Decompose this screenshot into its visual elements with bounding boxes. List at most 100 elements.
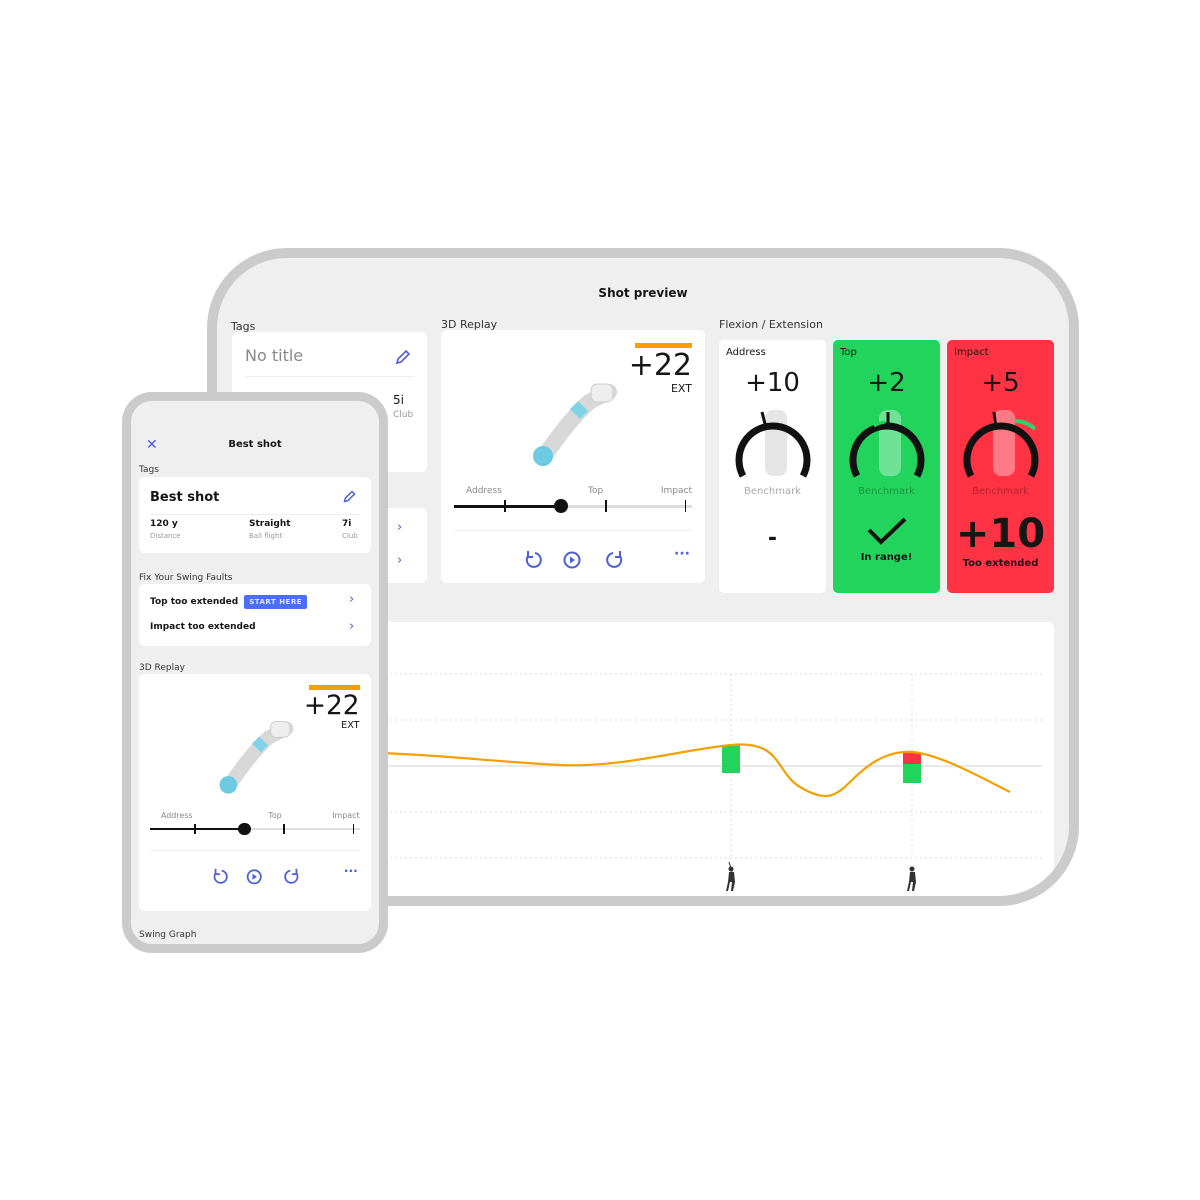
- forward-icon[interactable]: [606, 551, 623, 568]
- marker-label: Top: [268, 811, 282, 821]
- pencil-icon[interactable]: [342, 489, 357, 504]
- pencil-icon[interactable]: [394, 348, 412, 366]
- phase-label: Top: [840, 347, 857, 358]
- page-title: Shot preview: [598, 286, 688, 300]
- chevron-right-icon[interactable]: ›: [349, 619, 355, 634]
- phase-label: Impact: [954, 347, 989, 358]
- chevron-right-icon[interactable]: ›: [397, 553, 403, 568]
- stat-label: Club: [342, 532, 358, 540]
- phone-title: Best shot: [228, 439, 282, 450]
- scrubber-handle[interactable]: [238, 822, 251, 836]
- flexion-card-top[interactable]: Top +2 Benchmark In range!: [833, 340, 940, 593]
- timeline-progress: [150, 827, 245, 831]
- phase-value: +10: [745, 368, 800, 398]
- marker-label: Impact: [332, 811, 360, 821]
- swing-graph-card: [379, 622, 1054, 896]
- swing-curve: [379, 743, 1011, 798]
- phone-frame: ✕ Best shot Tags Best shot 120 y Distanc…: [122, 392, 388, 953]
- stat-label: Ball flight: [249, 532, 283, 540]
- replay-card: +22 EXT ··· Address Top Impact: [441, 330, 705, 583]
- faults-card: Top too extended START HERE › Impact too …: [139, 584, 371, 646]
- value-bar: [635, 343, 692, 348]
- tags-label: Tags: [139, 465, 159, 475]
- timeline-progress: [454, 505, 561, 508]
- faults-label: Fix Your Swing Faults: [139, 573, 233, 583]
- replay-label: 3D Replay: [441, 318, 498, 331]
- top-range-bar: [722, 745, 740, 773]
- more-icon[interactable]: ···: [343, 864, 358, 879]
- timeline-scrubber[interactable]: Address Top Impact: [150, 811, 360, 837]
- impact-over-bar: [903, 752, 921, 764]
- stat: Straight Ball flight: [249, 519, 291, 540]
- shot-title[interactable]: No title: [245, 346, 304, 365]
- check-icon: [867, 517, 907, 545]
- timeline-scrubber[interactable]: Address Top Impact: [454, 486, 692, 516]
- golfer-icon: [726, 861, 735, 891]
- divider: [454, 530, 692, 531]
- stat-value: Straight: [249, 519, 291, 529]
- benchmark-marker: [992, 411, 998, 429]
- rewind-icon[interactable]: [213, 868, 228, 884]
- playback-controls: [213, 868, 299, 884]
- start-here-badge[interactable]: START HERE: [244, 595, 308, 609]
- tags-card: Best shot 120 y Distance Straight Ball f…: [139, 477, 371, 553]
- result-label: Too extended: [962, 558, 1039, 569]
- benchmark-label: Benchmark: [858, 486, 915, 497]
- rewind-icon[interactable]: [525, 551, 542, 568]
- more-icon[interactable]: ···: [674, 546, 690, 562]
- stat: 7i Club: [342, 519, 358, 540]
- flexion-card-impact[interactable]: Impact +5 Benchmark +10 Too extended: [947, 340, 1054, 593]
- play-icon[interactable]: [246, 868, 262, 884]
- club-label: Club: [393, 410, 414, 420]
- fault-label: Top too extended: [150, 597, 239, 607]
- club-value: 5i: [393, 393, 404, 407]
- swing-graph-label: Swing Graph: [139, 930, 197, 940]
- phase-value: +5: [981, 368, 1020, 398]
- stat: 120 y Distance: [150, 519, 181, 540]
- angle-gauge: [735, 410, 811, 478]
- result-value: -: [767, 526, 778, 551]
- golfer-icon: [907, 866, 916, 891]
- stat-value: 120 y: [150, 519, 178, 529]
- close-icon[interactable]: ✕: [146, 437, 158, 453]
- stat-value: 7i: [342, 519, 352, 529]
- forward-icon[interactable]: [284, 868, 299, 884]
- hand-model: [879, 410, 901, 476]
- replay-card: +22 EXT ··· Address Top Impact: [139, 674, 371, 911]
- stat-label: Distance: [150, 532, 181, 540]
- playback-controls: [525, 551, 623, 569]
- marker-label: Top: [588, 486, 604, 496]
- replay-unit: EXT: [341, 719, 360, 731]
- replay-value: +22: [628, 348, 692, 383]
- chevron-right-icon[interactable]: ›: [397, 520, 403, 535]
- fault-item[interactable]: Top too extended START HERE: [150, 595, 308, 609]
- scrubber-handle[interactable]: [554, 499, 568, 513]
- replay-value: +22: [303, 689, 360, 721]
- tags-label: Tags: [231, 320, 256, 333]
- arm-model: [533, 383, 617, 466]
- marker-label: Address: [160, 811, 193, 821]
- swing-graph: [379, 673, 1042, 891]
- tablet-frame: Shot preview Tags No title 5i Club › › 3…: [207, 248, 1079, 906]
- fault-item[interactable]: Impact too extended: [150, 622, 256, 632]
- phase-value: +2: [867, 368, 906, 398]
- replay-label: 3D Replay: [139, 663, 185, 673]
- shot-title[interactable]: Best shot: [150, 490, 220, 505]
- result-label: In range!: [860, 552, 913, 563]
- impact-range-bar: [903, 764, 921, 783]
- flexion-label: Flexion / Extension: [719, 318, 823, 331]
- flexion-card-address[interactable]: Address +10 Benchmark -: [719, 340, 826, 593]
- play-icon[interactable]: [563, 551, 581, 569]
- divider: [150, 514, 360, 515]
- benchmark-label: Benchmark: [744, 486, 801, 497]
- marker-label: Impact: [660, 486, 692, 496]
- benchmark-marker: [760, 411, 768, 429]
- result-value: +10: [955, 511, 1046, 557]
- phase-label: Address: [726, 347, 766, 358]
- arm-model: [219, 721, 294, 794]
- chevron-right-icon[interactable]: ›: [349, 592, 355, 607]
- benchmark-label: Benchmark: [972, 486, 1029, 497]
- hand-model: [765, 410, 787, 476]
- marker-label: Address: [466, 486, 502, 496]
- divider: [245, 376, 414, 377]
